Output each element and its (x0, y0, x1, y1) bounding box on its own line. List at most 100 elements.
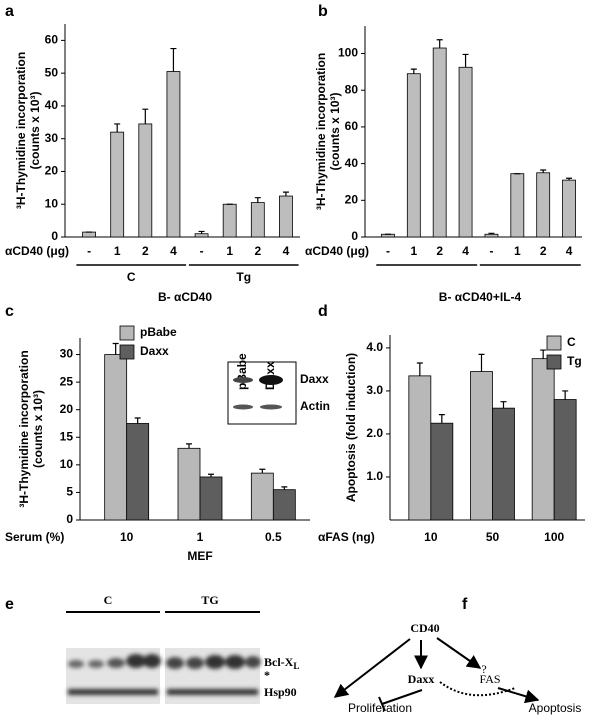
y-axis-label: (counts x 10³) (31, 390, 45, 468)
bar (250, 202, 265, 238)
x-tick-label: 4 (283, 244, 290, 258)
band-label: Actin (300, 399, 330, 413)
bar (510, 173, 525, 238)
bar (82, 231, 96, 238)
node-label: Daxx (408, 672, 435, 686)
row-label: αCD40 (μg) (5, 244, 69, 258)
bar (138, 123, 153, 238)
group-label: Tg (236, 270, 251, 284)
y-tick-label: 0 (51, 229, 58, 243)
legend-swatch (546, 354, 562, 370)
bar (126, 423, 150, 521)
legend-label: C (567, 335, 576, 349)
bar (110, 131, 125, 238)
y-tick-label: 30 (45, 131, 59, 145)
error-bar (462, 53, 469, 68)
y-tick-label: 25 (60, 374, 74, 388)
group-label: C (127, 270, 136, 284)
panel-letter: d (318, 303, 328, 320)
error-bar (488, 232, 495, 235)
band (233, 377, 253, 383)
row-label: Serum (%) (5, 530, 64, 544)
error-bar (540, 169, 547, 173)
group-label: C (104, 593, 113, 607)
bar (250, 472, 274, 521)
x-tick-label: - (386, 244, 390, 258)
bar (430, 422, 454, 521)
error-bar (540, 349, 547, 359)
inset-blot (227, 361, 297, 425)
y-tick-label: 20 (345, 192, 359, 206)
bar (194, 233, 209, 238)
blot-panel: e C TG Bcl-XL * Hsp90 (5, 593, 299, 704)
bar (104, 354, 128, 521)
band-subscript: L (293, 661, 299, 671)
error-bar (500, 401, 507, 409)
x-tick-label: 4 (462, 244, 469, 258)
y-tick-label: 4.0 (366, 340, 383, 354)
x-tick-label: 10 (120, 530, 134, 544)
legend-label: Daxx (140, 344, 169, 358)
x-axis-label: MEF (187, 549, 212, 563)
y-tick-label: 5 (66, 485, 73, 499)
node-label: Apoptosis (529, 701, 582, 715)
bar (553, 399, 577, 521)
bar (470, 371, 493, 521)
y-tick-label: 10 (60, 457, 74, 471)
error-bar (562, 390, 569, 400)
error-bar (410, 68, 417, 74)
error-bar (134, 417, 141, 424)
bar (177, 447, 201, 521)
bar (531, 358, 555, 521)
bar (222, 203, 237, 238)
y-tick-label: 1.0 (366, 469, 383, 483)
error-bar (478, 353, 485, 372)
error-bar (208, 473, 214, 477)
bar (166, 71, 181, 238)
blot-bands (68, 654, 261, 695)
diagram-panel (333, 637, 540, 712)
x-tick-label: 1 (514, 244, 521, 258)
y-tick-label: 20 (60, 402, 74, 416)
y-tick-label: 60 (345, 119, 359, 133)
x-tick-label: 1 (410, 244, 417, 258)
y-tick-label: 0 (66, 512, 73, 526)
band-label: Daxx (300, 372, 329, 386)
error-bar (281, 486, 288, 490)
panel-letter: e (5, 596, 14, 613)
y-tick-label: 2.0 (366, 426, 383, 440)
band-label: Bcl-X (264, 655, 294, 669)
y-tick-label: 80 (345, 82, 359, 96)
band-label: Bcl-XL (264, 655, 299, 671)
x-tick-label: 50 (486, 530, 500, 544)
band-label: Hsp90 (264, 685, 297, 699)
y-axis-label: ³H-Thymidine incorporation (314, 53, 328, 210)
band (233, 404, 253, 410)
bar (562, 179, 576, 238)
panel-letter: f (462, 596, 468, 613)
x-axis-label: B- αCD40+IL-4 (439, 290, 522, 304)
y-tick-label: 20 (45, 164, 59, 178)
y-axis-label: (counts x 10³) (328, 92, 342, 170)
x-tick-label: - (489, 244, 493, 258)
x-tick-label: 2 (436, 244, 443, 258)
node-label: CD40 (410, 621, 439, 635)
x-tick-label: 100 (544, 530, 564, 544)
x-tick-label: - (200, 244, 204, 258)
question-mark: ? (481, 662, 486, 676)
x-tick-label: 1 (197, 530, 204, 544)
error-bar (198, 230, 205, 234)
x-tick-label: 2 (254, 244, 261, 258)
bar (484, 233, 499, 238)
bar (406, 73, 421, 238)
panel-letter: c (5, 303, 14, 320)
node-label: FAS (479, 672, 500, 686)
lane-label: pBabe (235, 353, 249, 390)
band-marker: * (264, 668, 270, 682)
error-bar (438, 413, 445, 424)
y-tick-label: 30 (60, 347, 74, 361)
bar (408, 375, 432, 521)
y-tick-label: 100 (338, 46, 358, 60)
bar (492, 407, 515, 521)
